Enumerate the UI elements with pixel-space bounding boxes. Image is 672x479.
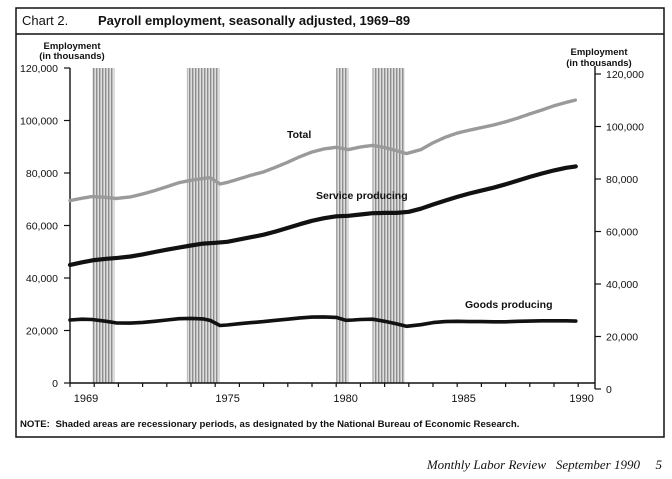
y-tick-label-right: 120,000: [606, 69, 644, 81]
chart-title: Payroll employment, seasonally adjusted,…: [98, 13, 410, 28]
recession-band: [372, 68, 405, 383]
series-label-service-producing: Service producing: [316, 190, 408, 202]
chart-frame: [15, 7, 665, 438]
y-tick-label-left: 40,000: [26, 273, 58, 285]
y-tick-label-left: 100,000: [20, 116, 58, 128]
y-tick-label-left: 20,000: [26, 326, 58, 338]
footer-journal: Monthly Labor Review: [426, 457, 546, 472]
recession-band: [186, 68, 220, 383]
y-axis-left: 0 20,000 40,000 60,000 80,000 100,000 120,000: [20, 63, 70, 390]
y-axis-title-left-line1: Employment: [43, 41, 101, 52]
series-label-total: Total: [287, 129, 311, 141]
axes: [69, 66, 596, 389]
x-tick-label: 1969: [74, 393, 98, 405]
chart-number: Chart 2.: [22, 13, 68, 28]
series-label-goods-producing: Goods producing: [465, 299, 553, 311]
x-tick-label: 1990: [569, 393, 593, 405]
y-axis-title-right-line2: (in thousands): [566, 58, 631, 69]
series-line-goods-producing: [68, 315, 578, 329]
note-label: NOTE:: [20, 419, 50, 430]
y-tick-label-left: 80,000: [26, 168, 58, 180]
recession-band: [336, 68, 349, 383]
y-tick-label-left: 0: [52, 378, 58, 390]
x-axis: 1969 1975 1980 1985 1990: [69, 383, 594, 405]
chart-note: NOTE: Shaded areas are recessionary peri…: [20, 419, 519, 430]
y-tick-label-left: 60,000: [26, 221, 58, 233]
y-tick-label-right: 100,000: [606, 122, 644, 134]
x-tick-label: 1985: [451, 393, 475, 405]
y-axis-title-right-line1: Employment: [570, 47, 628, 58]
series-line-service-producing: [67, 164, 578, 267]
recession-band: [92, 68, 115, 383]
footer-page-number: 5: [656, 457, 663, 472]
y-tick-label-right: 20,000: [606, 332, 638, 344]
x-tick-label: 1975: [215, 393, 239, 405]
y-tick-label-left: 120,000: [20, 63, 58, 75]
series-line-total: [68, 98, 578, 203]
y-axis-title-left: Employment (in thousands): [39, 41, 104, 62]
series-lines: [67, 98, 578, 329]
footer-issue: September 1990: [556, 457, 641, 472]
recession-bands: [92, 68, 405, 383]
y-tick-label-right: 0: [606, 384, 612, 396]
y-tick-label-right: 60,000: [606, 227, 638, 239]
y-axis-right: 0 20,000 40,000 60,000 80,000 100,000 120,000: [595, 69, 644, 396]
x-tick-label: 1980: [333, 393, 357, 405]
y-axis-title-left-line2: (in thousands): [39, 51, 104, 62]
note-text: Shaded areas are recessionary periods, a…: [56, 419, 520, 430]
y-tick-label-right: 80,000: [606, 174, 638, 186]
y-axis-title-right: Employment (in thousands): [566, 47, 631, 69]
y-tick-label-right: 40,000: [606, 279, 638, 291]
